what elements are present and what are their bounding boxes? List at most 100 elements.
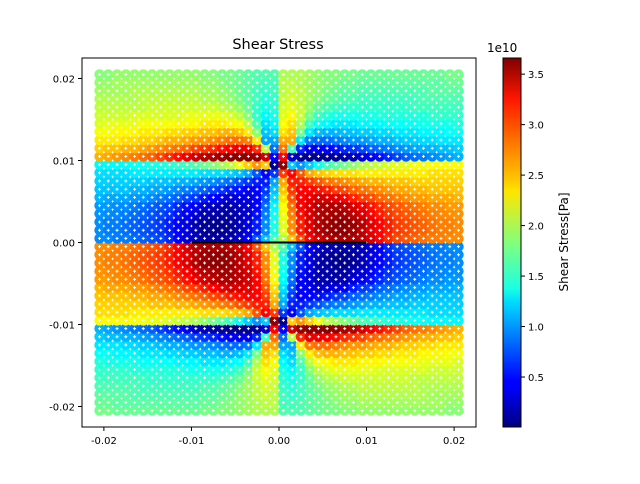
point-marker [141, 261, 145, 265]
point-marker [290, 72, 294, 76]
point-marker [439, 409, 443, 413]
point-marker [220, 368, 224, 372]
point-marker [264, 163, 268, 167]
point-marker [264, 327, 268, 331]
point-marker [106, 310, 110, 314]
point-marker [430, 72, 434, 76]
point-marker [159, 294, 163, 298]
point-marker [185, 392, 189, 396]
point-marker [141, 409, 145, 413]
point-marker [430, 154, 434, 158]
point-marker [281, 302, 285, 306]
point-marker [448, 113, 452, 117]
point-marker [395, 146, 399, 150]
point-marker [133, 105, 137, 109]
point-marker [273, 220, 277, 224]
point-marker [238, 97, 242, 101]
point-marker [106, 343, 110, 347]
point-marker [264, 122, 268, 126]
point-marker [325, 245, 329, 249]
point-marker [378, 359, 382, 363]
point-marker [351, 310, 355, 314]
point-marker [159, 376, 163, 380]
point-marker [378, 253, 382, 257]
point-marker [343, 179, 347, 183]
point-marker [194, 384, 198, 388]
point-marker [421, 335, 425, 339]
point-marker [220, 286, 224, 290]
point-marker [238, 376, 242, 380]
point-marker [308, 187, 312, 191]
point-marker [133, 392, 137, 396]
point-marker [194, 138, 198, 142]
point-marker [203, 105, 207, 109]
point-marker [290, 122, 294, 126]
point-marker [308, 220, 312, 224]
colorbar-tick-label: 1.0 [528, 323, 544, 334]
point-marker [334, 220, 338, 224]
point-marker [159, 146, 163, 150]
point-marker [124, 253, 128, 257]
point-marker [448, 368, 452, 372]
point-marker [386, 171, 390, 175]
point-marker [176, 343, 180, 347]
point-marker [281, 409, 285, 413]
point-marker [378, 130, 382, 134]
point-marker [159, 392, 163, 396]
point-marker [360, 154, 364, 158]
point-marker [360, 72, 364, 76]
point-marker [439, 318, 443, 322]
x-tick-label: -0.01 [179, 436, 205, 447]
point-marker [246, 187, 250, 191]
point-marker [246, 310, 250, 314]
point-marker [299, 228, 303, 232]
point-marker [386, 81, 390, 85]
colorbar-label: Shear Stress[Pa] [557, 193, 571, 292]
point-marker [308, 286, 312, 290]
point-marker [378, 138, 382, 142]
point-marker [238, 113, 242, 117]
point-marker [369, 392, 373, 396]
point-marker [404, 236, 408, 240]
point-marker [220, 343, 224, 347]
point-marker [238, 72, 242, 76]
point-marker [124, 171, 128, 175]
point-marker [395, 351, 399, 355]
scatter-points [94, 69, 464, 416]
point-marker [308, 146, 312, 150]
point-marker [308, 236, 312, 240]
point-marker [386, 327, 390, 331]
point-marker [133, 154, 137, 158]
point-marker [168, 269, 172, 273]
point-marker [168, 392, 172, 396]
point-marker [264, 195, 268, 199]
point-marker [194, 105, 198, 109]
point-marker [203, 138, 207, 142]
point-marker [351, 163, 355, 167]
point-marker [141, 343, 145, 347]
point-marker [308, 179, 312, 183]
point-marker [404, 122, 408, 126]
point-marker [141, 130, 145, 134]
point-marker [264, 318, 268, 322]
point-marker [273, 392, 277, 396]
point-marker [395, 359, 399, 363]
point-marker [316, 261, 320, 265]
point-marker [229, 343, 233, 347]
point-marker [369, 138, 373, 142]
point-marker [115, 105, 119, 109]
point-marker [159, 105, 163, 109]
point-marker [238, 368, 242, 372]
point-marker [308, 154, 312, 158]
point-marker [456, 163, 460, 167]
point-marker [334, 163, 338, 167]
point-marker [316, 146, 320, 150]
point-marker [430, 359, 434, 363]
point-marker [369, 409, 373, 413]
point-marker [106, 179, 110, 183]
point-marker [194, 97, 198, 101]
point-marker [255, 154, 259, 158]
point-marker [185, 105, 189, 109]
point-marker [290, 294, 294, 298]
point-marker [176, 146, 180, 150]
